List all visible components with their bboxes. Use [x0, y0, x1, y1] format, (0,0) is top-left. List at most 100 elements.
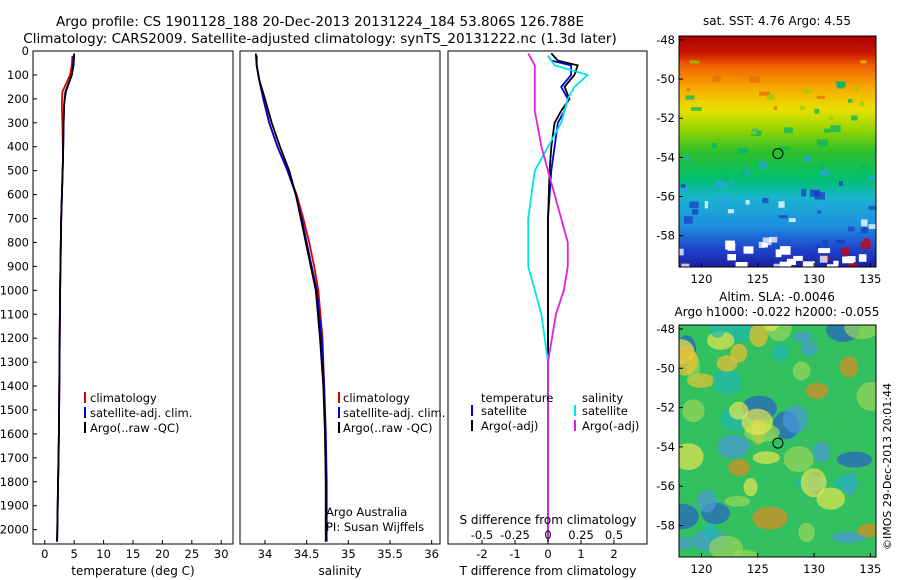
sst-texture-cell	[822, 239, 828, 246]
sla-texture-blob	[697, 490, 717, 513]
sst-texture-cell	[859, 100, 864, 107]
sst-texture-cell	[691, 208, 699, 215]
sla-texture-blob	[682, 399, 705, 423]
sst-texture-cell	[783, 127, 793, 134]
lat-tick-label: -52	[656, 401, 675, 415]
sla-texture-blob	[752, 451, 780, 465]
sla-texture-blob	[749, 325, 768, 348]
sla-texture-blob	[717, 434, 750, 459]
sst-texture-cell	[685, 95, 695, 100]
sst-texture-cell	[819, 255, 828, 263]
sla-texture-blob	[800, 468, 827, 498]
sla-texture-blob	[857, 523, 876, 538]
sst-texture-cell	[816, 139, 828, 147]
sst-texture-cell	[762, 237, 772, 246]
x-tick-label: 10	[96, 547, 111, 561]
sst-texture-cell	[802, 155, 812, 162]
sst-texture-cell	[816, 95, 825, 99]
x-tick-label: 30	[214, 547, 229, 561]
temperature-x-label: temperature (deg C)	[71, 564, 194, 578]
lon-tick-label: 135	[859, 562, 881, 576]
sst-texture-cell	[814, 108, 820, 114]
depth-tick-label: 2000	[0, 523, 29, 537]
legend-label-s-satellite: satellite	[582, 404, 628, 418]
sla-texture-blob	[752, 506, 788, 530]
lon-tick-label: 125	[747, 272, 769, 286]
depth-tick-label: 800	[7, 235, 29, 249]
sla-texture-blob	[856, 382, 876, 411]
sla-texture-blob	[679, 346, 698, 376]
legend-header-salinity: salinity	[582, 391, 623, 405]
legend-swatch-t-satellite	[471, 405, 473, 416]
sst-texture-cell	[818, 203, 827, 209]
sst-texture-cell	[778, 215, 788, 219]
sla-texture-blob	[844, 325, 876, 340]
sla-texture-blob	[679, 537, 693, 550]
sst-texture-cell	[869, 175, 875, 180]
depth-tick-label: 1900	[0, 499, 29, 513]
sst-texture-cell	[803, 89, 812, 94]
figure-subtitle: Climatology: CARS2009. Satellite-adjuste…	[23, 31, 616, 47]
legend-swatch-satellite	[338, 407, 340, 418]
salinity-x-axis: 34 34.5 35 35.5 36	[258, 540, 439, 561]
salinity-series	[254, 53, 328, 542]
sst-texture-cell	[773, 106, 778, 110]
sst-texture-cell	[819, 162, 824, 170]
series-line	[56, 53, 76, 542]
sst-texture-cell	[684, 156, 689, 161]
x-tick-label: 2	[610, 547, 617, 561]
sst-texture-cell	[779, 246, 791, 255]
sla-texture-blob	[816, 487, 846, 510]
sst-texture-cell	[704, 201, 709, 209]
sst-texture-cell	[762, 198, 769, 204]
sst-texture-cell	[743, 246, 754, 254]
lat-tick-label: -48	[656, 322, 675, 336]
series-line	[527, 55, 590, 542]
sst-texture-cell	[810, 189, 821, 197]
sst-texture-cell	[689, 201, 699, 208]
sla-texture-blob	[763, 325, 779, 332]
sst-texture-cell	[773, 263, 780, 267]
sla-lon-axis: 120 125 130 135	[691, 553, 881, 576]
sla-texture-blob	[679, 443, 704, 471]
x-tick-label: 34	[258, 547, 273, 561]
lon-tick-label: 120	[691, 272, 713, 286]
depth-tick-label: 1200	[0, 331, 29, 345]
sst-texture-cell	[735, 262, 748, 267]
sla-texture-blob	[716, 355, 738, 372]
lat-tick-label: -52	[656, 111, 675, 125]
s-tick-label: -0.25	[500, 528, 530, 542]
sla-texture-blob	[793, 331, 813, 343]
sla-texture-blob	[792, 361, 811, 381]
sst-texture-cell	[793, 255, 803, 261]
sst-texture-cell	[727, 242, 736, 251]
sst-texture-cell	[727, 209, 735, 214]
sla-texture-blob	[801, 341, 818, 356]
sst-texture-cell	[861, 164, 867, 171]
sst-texture-cell	[778, 201, 785, 208]
salinity-panel: 34 34.5 35 35.5 36 salinity climatology sate…	[239, 50, 445, 578]
sst-texture-cell	[748, 130, 757, 135]
sst-texture-cell	[860, 241, 871, 249]
sst-texture-cell	[865, 255, 870, 261]
sst-texture-cell	[745, 199, 750, 205]
x-tick-label: 1	[577, 547, 584, 561]
lat-tick-label: -56	[656, 479, 675, 493]
sst-map-frame	[678, 35, 877, 268]
legend-label-satellite: satellite-adj. clim.	[90, 406, 192, 420]
temperature-x-axis: 0 5 10 15 20 25 30	[41, 540, 229, 561]
sst-field-texture	[679, 60, 876, 267]
depth-axis: 0 100 200 300 400 500 600 700 800 900 1000 1100 1200…	[0, 44, 37, 537]
lat-tick-label: -56	[656, 190, 675, 204]
sst-texture-cell	[860, 225, 868, 234]
temperature-series	[56, 53, 76, 542]
sla-texture-blob	[805, 382, 829, 399]
t-difference-x-label: T difference from climatology	[459, 564, 637, 578]
sst-texture-cell	[837, 81, 845, 89]
sst-texture-cell	[759, 91, 771, 96]
depth-tick-label: 1000	[0, 283, 29, 297]
x-tick-label: 35	[341, 547, 356, 561]
argo-location-marker	[772, 148, 784, 160]
depth-tick-label: 400	[7, 140, 29, 154]
